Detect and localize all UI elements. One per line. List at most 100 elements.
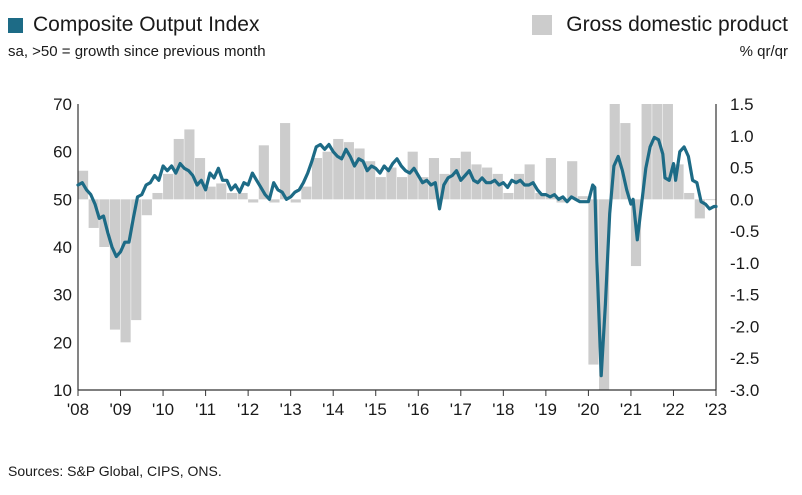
gdp-bar-5 [131, 199, 142, 321]
gdp-bar-33 [428, 158, 440, 200]
gdp-bar-51 [620, 123, 631, 200]
gdp-bar-50 [609, 104, 620, 200]
gdp-bar-18 [269, 199, 280, 203]
x-tick-13: '21 [620, 400, 642, 419]
gdp-bars [78, 104, 716, 390]
gdp-bar-30 [397, 177, 408, 200]
left-tick-6: 10 [53, 381, 72, 400]
legend-line-label: Composite Output Index [33, 13, 260, 36]
gdp-bar-25 [343, 142, 354, 200]
x-tick-0: '08 [67, 400, 89, 419]
gdp-bar-4 [120, 199, 131, 343]
gdp-bar-17 [258, 145, 269, 200]
gdp-bar-24 [333, 138, 344, 200]
gdp-bar-44 [545, 158, 556, 200]
x-tick-4: '12 [237, 400, 259, 419]
gdp-bar-48 [588, 199, 599, 365]
legend-right: Gross domestic product % qr/qr [532, 12, 788, 62]
gdp-bar-3 [109, 199, 121, 330]
left-axis-subtitle: sa, >50 = growth since previous month [8, 43, 266, 60]
x-tick-3: '11 [195, 400, 216, 419]
gdp-bar-1 [88, 199, 99, 228]
right-tick-9: -3.0 [730, 381, 759, 400]
gdp-bar-7 [152, 192, 163, 200]
gdp-bar-35 [450, 158, 461, 200]
gdp-bar-13 [216, 183, 227, 200]
x-tick-9: '17 [450, 400, 472, 419]
left-tick-2: 50 [53, 190, 72, 209]
legend-line-entry: Composite Output Index [8, 12, 266, 38]
gdp-bar-14 [226, 192, 237, 200]
gdp-bar-12 [205, 186, 216, 200]
gdp-bar-15 [237, 192, 248, 200]
legend-left: Composite Output Index sa, >50 = growth … [8, 12, 266, 62]
gdp-bar-6 [141, 199, 152, 216]
gdp-bar-46 [567, 161, 578, 200]
right-axis-subtitle: % qr/qr [739, 43, 788, 60]
tick-labels: 70 60 50 40 30 20 10 1.5 1.0 0.5 0.0 -0.5 -1.0 -1.5 -2… [53, 95, 759, 419]
gdp-bar-56 [673, 164, 684, 200]
legend-line-swatch [8, 17, 23, 33]
gdp-bar-21 [301, 186, 312, 200]
gdp-bar-11 [194, 158, 206, 200]
gdp-bar-39 [492, 173, 503, 200]
left-tick-3: 40 [53, 238, 72, 257]
gdp-bar-43 [535, 192, 546, 200]
gdp-bar-27 [365, 161, 376, 200]
gdp-bar-40 [503, 192, 514, 200]
left-tick-4: 30 [53, 286, 72, 305]
gdp-bar-58 [694, 199, 705, 219]
gdp-bar-41 [513, 173, 525, 200]
right-tick-7: -2.0 [730, 317, 759, 336]
gdp-bar-47 [577, 196, 588, 200]
composite-line-layer [76, 135, 718, 378]
right-tick-5: -1.0 [730, 254, 759, 273]
x-tick-10: '18 [492, 400, 514, 419]
right-tick-0: 1.5 [730, 95, 754, 114]
gdp-bar-42 [524, 164, 535, 200]
gdp-bar-49 [599, 199, 610, 390]
composite-output-line [76, 135, 718, 378]
right-tick-4: -0.5 [730, 222, 759, 241]
gdp-bar-28 [375, 177, 386, 200]
x-tick-12: '20 [577, 400, 599, 419]
gdp-bar-26 [354, 148, 365, 200]
legend-bar-swatch [532, 15, 553, 35]
x-tick-5: '13 [280, 400, 302, 419]
gdp-bar-59 [705, 199, 716, 201]
gdp-bar-22 [311, 158, 323, 200]
gdp-bar-57 [684, 192, 695, 200]
x-tick-2: '10 [152, 400, 174, 419]
gdp-bar-20 [290, 199, 301, 203]
left-tick-0: 70 [53, 95, 72, 114]
gdp-bar-55 [662, 104, 673, 200]
x-tick-6: '14 [322, 400, 344, 419]
x-tick-7: '15 [365, 400, 387, 419]
x-tick-14: '22 [662, 400, 684, 419]
x-tick-11: '19 [535, 400, 557, 419]
left-tick-5: 20 [53, 333, 72, 352]
gdp-bar-29 [386, 167, 397, 200]
axes [77, 104, 717, 391]
right-tick-3: 0.0 [730, 190, 754, 209]
x-tick-8: '16 [407, 400, 429, 419]
legend-bar-entry: Gross domestic product [532, 12, 788, 38]
source-note: Sources: S&P Global, CIPS, ONS. [8, 463, 222, 479]
gdp-bar-16 [248, 199, 259, 203]
x-tick-15: '23 [705, 400, 727, 419]
gdp-bar-8 [163, 173, 174, 200]
gdp-bar-10 [184, 129, 195, 200]
gdp-bar-53 [641, 104, 652, 200]
right-tick-1: 1.0 [730, 127, 754, 146]
legend-bar-label: Gross domestic product [566, 13, 788, 36]
gdp-bar-31 [407, 151, 418, 200]
x-tick-1: '09 [109, 400, 131, 419]
right-tick-2: 0.5 [730, 159, 754, 178]
gdp-bar-32 [418, 177, 429, 200]
gdp-bar-19 [280, 123, 291, 200]
gdp-bar-45 [556, 199, 567, 203]
gdp-bar-54 [652, 104, 663, 200]
gdp-bar-23 [322, 151, 333, 200]
left-tick-1: 60 [53, 143, 72, 162]
